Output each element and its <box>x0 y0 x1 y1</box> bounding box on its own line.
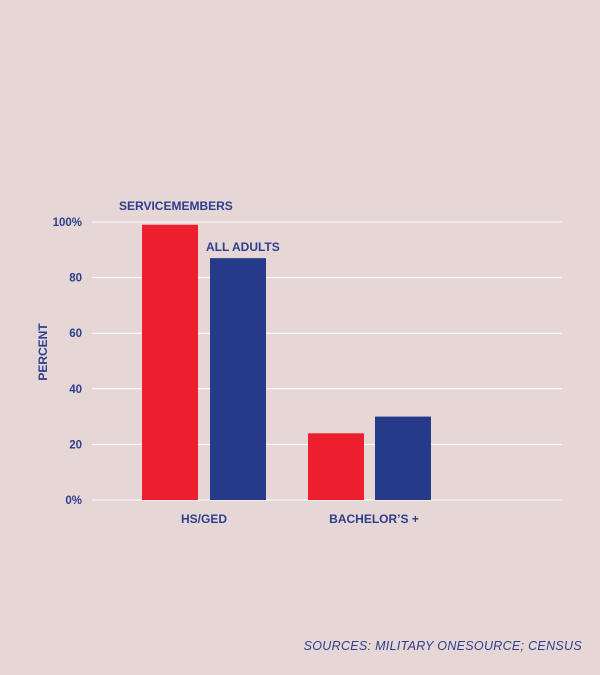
y-tick-label: 20 <box>69 439 82 451</box>
bar <box>375 416 431 500</box>
y-tick-label: 0% <box>65 495 82 507</box>
bar <box>308 433 364 500</box>
x-category-label: BACHELOR’S + <box>329 512 419 526</box>
series-label: SERVICEMEMBERS <box>119 199 233 213</box>
y-tick-label: 80 <box>69 273 82 285</box>
bar <box>142 224 198 500</box>
y-tick-label: 100% <box>53 217 82 229</box>
source-note: SOURCES: MILITARY ONESOURCE; CENSUS <box>303 639 582 653</box>
x-category-label: HS/GED <box>181 512 227 526</box>
series-labels: SERVICEMEMBERS ALL ADULTS <box>119 199 280 254</box>
y-tick-label: 60 <box>69 328 82 340</box>
bar <box>210 258 266 500</box>
bars <box>142 224 431 500</box>
y-tick-labels: 0% 20 40 60 80 100% <box>53 217 82 507</box>
series-label: ALL ADULTS <box>206 240 280 254</box>
x-category-labels: HS/GED BACHELOR’S + <box>181 512 419 526</box>
y-axis-title: PERCENT <box>36 323 50 381</box>
y-tick-label: 40 <box>69 384 82 396</box>
